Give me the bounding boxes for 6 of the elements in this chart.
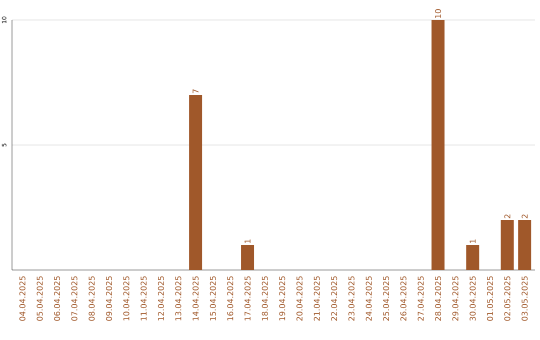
- bar: [466, 245, 480, 270]
- bar: [189, 95, 202, 270]
- bar: [432, 20, 445, 270]
- bar: [500, 220, 514, 270]
- bar: [518, 220, 532, 270]
- bar: [241, 245, 254, 270]
